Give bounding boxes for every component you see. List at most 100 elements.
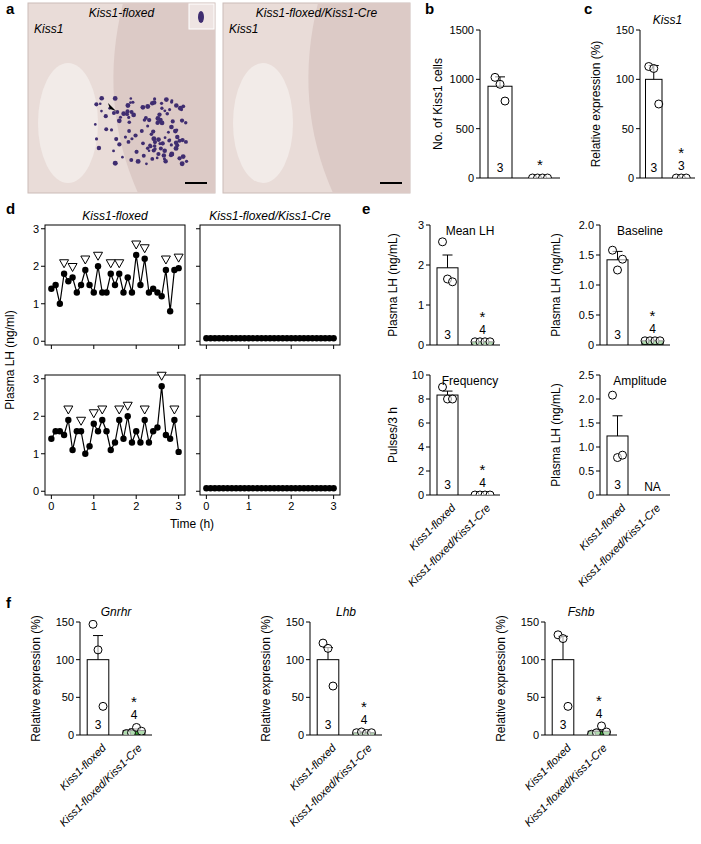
y-tick <box>196 341 200 342</box>
panel-letter: f <box>6 594 12 611</box>
y-axis-label: Relative expression (%) <box>494 615 508 742</box>
data-point <box>137 439 143 445</box>
image-background <box>223 3 410 193</box>
kiss1-cell <box>117 118 122 123</box>
y-tick <box>426 345 430 346</box>
y-tick <box>596 225 600 226</box>
y-axis-label: Relative expression (%) <box>29 615 43 742</box>
y-tick-label: 500 <box>456 123 474 135</box>
plot-area <box>552 631 610 735</box>
kiss1-cell <box>165 112 169 116</box>
bar-chart: 05010015033*Kiss1Relative expression (%) <box>589 13 695 184</box>
y-tick-label: 0 <box>33 485 39 497</box>
pulse-marker <box>106 260 115 268</box>
y-tick <box>196 378 200 379</box>
y-axis <box>545 622 546 735</box>
y-axis <box>480 30 481 178</box>
data-point <box>133 252 139 258</box>
kiss1-cell <box>160 107 163 110</box>
kiss1-cell <box>175 135 179 139</box>
data-point <box>108 447 114 453</box>
kiss1-cell <box>131 113 136 118</box>
kiss1-cell <box>124 135 127 138</box>
n-label: 3 <box>614 328 621 342</box>
plot-area <box>203 485 337 491</box>
data-point <box>449 395 457 403</box>
x-axis-label: Time (h) <box>170 517 214 531</box>
pulse-marker <box>157 372 166 380</box>
data-point <box>91 421 97 427</box>
data-point <box>141 256 147 262</box>
x-tick <box>333 345 334 349</box>
kiss1-cell <box>136 159 141 164</box>
kiss1-cell <box>180 108 183 111</box>
data-point <box>86 282 92 288</box>
kiss1-cell <box>180 138 184 142</box>
data-point <box>491 73 499 81</box>
x-tick <box>206 345 207 349</box>
kiss1-cell <box>177 156 181 160</box>
y-tick <box>426 423 430 424</box>
kiss1-cell <box>171 153 174 156</box>
data-point <box>99 417 105 423</box>
kiss1-cell <box>153 147 156 150</box>
chart-title: Amplitude <box>613 374 667 388</box>
x-tick-label: 2 <box>288 500 294 512</box>
plot-area <box>48 252 182 315</box>
y-tick <box>196 303 200 304</box>
tissue <box>308 3 410 193</box>
y-tick-label: 150 <box>286 616 304 628</box>
bar-chart: 050100150Kiss1-floxedKiss1-floxed/Kiss1-… <box>494 605 617 829</box>
data-point <box>439 238 447 246</box>
chart-title: Kiss1 <box>653 13 682 27</box>
y-tick-label: 1.0 <box>579 441 594 453</box>
kiss1-cell <box>180 161 185 166</box>
kiss1-cell <box>160 121 165 126</box>
x-tick-label: 0 <box>203 500 209 512</box>
y-tick-label: 50 <box>622 123 634 135</box>
plot-frame <box>200 375 340 495</box>
kiss1-cell <box>164 136 167 139</box>
pulse-marker <box>132 241 141 249</box>
kiss1-cell <box>140 105 145 110</box>
y-axis <box>430 375 431 495</box>
kiss1-cell <box>97 146 101 150</box>
y-tick-label: 0 <box>588 489 594 501</box>
plot-area <box>607 246 664 345</box>
error-bar <box>93 636 103 660</box>
bar <box>488 86 512 178</box>
data-point <box>486 491 494 495</box>
data-point <box>74 289 80 295</box>
y-tick-label: 6 <box>418 417 424 429</box>
y-tick-label: 100 <box>616 73 634 85</box>
y-tick-label: 2.0 <box>579 393 594 405</box>
y-axis <box>640 30 641 178</box>
data-point <box>112 282 118 288</box>
image-title: Kiss1-floxed <box>89 6 155 20</box>
bar <box>646 79 663 178</box>
y-axis-label: Plasma LH (ng/mL) <box>386 233 400 336</box>
kiss1-cell <box>113 96 118 101</box>
y-tick-label: 0 <box>418 339 424 351</box>
plot-area <box>48 383 182 457</box>
kiss1-cell <box>126 103 131 108</box>
y-tick <box>76 735 80 736</box>
chart-title: Gnrhr <box>101 605 133 619</box>
kiss1-cell <box>112 111 116 115</box>
y-tick <box>41 453 45 454</box>
panel-letter: c <box>584 0 592 17</box>
kiss1-cell <box>133 133 137 137</box>
y-tick-label: 1 <box>33 298 39 310</box>
data-point <box>609 246 617 254</box>
data-point <box>108 271 114 277</box>
data-point <box>91 289 97 295</box>
plot-area <box>645 63 691 178</box>
kiss1-cell <box>129 101 132 104</box>
y-tick <box>596 315 600 316</box>
y-tick-label: 4 <box>418 441 424 453</box>
data-point <box>116 417 122 423</box>
bar <box>607 436 628 495</box>
y-tick-label: 0 <box>68 729 74 741</box>
y-tick <box>306 659 310 660</box>
y-tick <box>596 447 600 448</box>
